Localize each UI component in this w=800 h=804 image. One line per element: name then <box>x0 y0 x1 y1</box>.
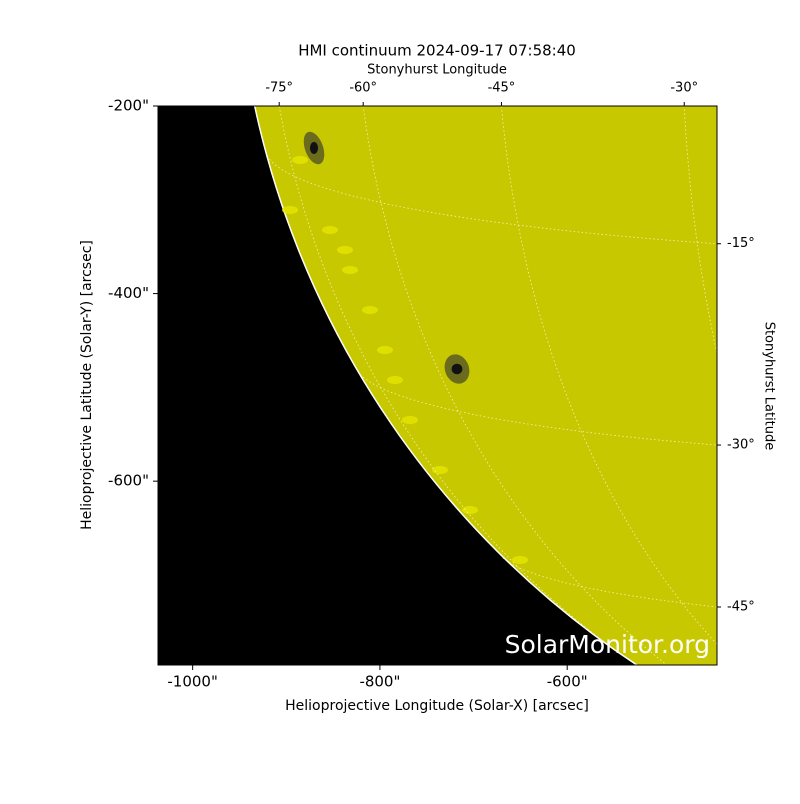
x-tick-label: -1000" <box>167 673 218 691</box>
chart-title: HMI continuum 2024-09-17 07:58:40 <box>298 42 576 60</box>
facula <box>377 346 393 354</box>
right-axis-label: Stonyhurst Latitude <box>762 322 777 451</box>
facula <box>282 206 298 214</box>
right-tick-label: -30° <box>727 438 755 453</box>
y-axis-label: Helioprojective Latitude (Solar-Y) [arcs… <box>79 240 95 530</box>
y-tick-label: -600" <box>108 472 149 490</box>
top-tick-label: -30° <box>670 81 698 96</box>
top-tick-label: -75° <box>265 81 293 96</box>
top-tick-label: -45° <box>488 81 516 96</box>
facula <box>432 466 448 474</box>
sunspot-umbra <box>310 142 318 154</box>
facula <box>512 556 528 564</box>
x-tick-label: -800" <box>359 673 400 691</box>
facula <box>462 506 478 514</box>
sunspot-umbra <box>452 364 463 375</box>
y-tick-label: -400" <box>108 284 149 302</box>
x-axis-label: Helioprojective Longitude (Solar-X) [arc… <box>285 698 589 714</box>
x-tick-label: -600" <box>547 673 588 691</box>
facula <box>342 266 358 274</box>
plot-area: SolarMonitor.org <box>158 0 800 800</box>
facula <box>337 246 353 254</box>
right-tick-label: -45° <box>727 600 755 615</box>
facula <box>292 156 308 164</box>
top-tick-label: -60° <box>349 81 377 96</box>
facula <box>322 226 338 234</box>
facula <box>387 376 403 384</box>
right-tick-label: -15° <box>727 236 755 251</box>
y-tick-label: -200" <box>108 97 149 115</box>
facula <box>362 306 378 314</box>
top-axis-label: Stonyhurst Longitude <box>367 63 507 78</box>
watermark: SolarMonitor.org <box>505 630 710 659</box>
facula <box>402 416 418 424</box>
